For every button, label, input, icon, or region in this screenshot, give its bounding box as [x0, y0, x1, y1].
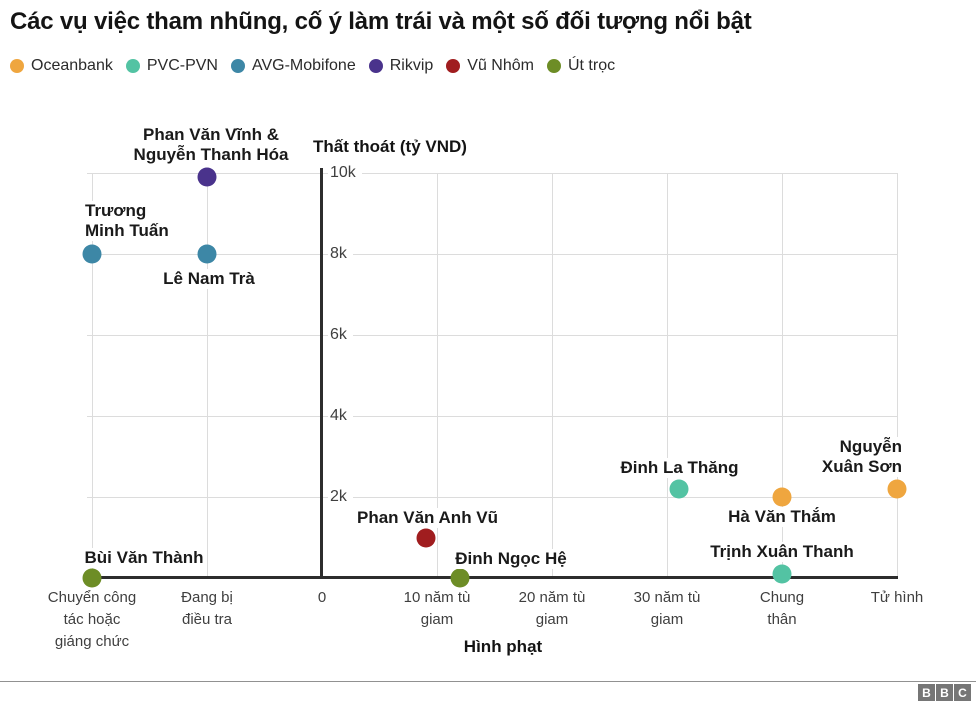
gridline-horizontal	[87, 496, 898, 498]
point-label: Đinh La Thăng	[617, 457, 742, 478]
legend-label: Rikvip	[389, 57, 434, 74]
x-tick-label: Tử hình	[870, 589, 924, 606]
point-label: Đinh Ngọc Hệ	[452, 549, 570, 569]
y-axis-line	[320, 168, 323, 578]
y-tick-label: 4k	[328, 406, 353, 426]
data-point-5	[772, 487, 792, 507]
legend-dot-icon	[368, 59, 383, 73]
point-label: Hà Văn Thắm	[725, 507, 839, 527]
point-label: Trương Minh Tuấn	[82, 201, 172, 241]
point-label: Phan Văn Anh Vũ	[353, 507, 502, 528]
x-axis-title: Hình phạt	[463, 637, 543, 656]
legend-label: Vũ Nhôm	[467, 57, 534, 74]
y-tick-label: 10k	[328, 163, 362, 183]
x-axis-line	[87, 576, 898, 579]
legend-dot-icon	[125, 59, 140, 73]
legend-label: Oceanbank	[31, 57, 113, 74]
gridline-horizontal	[87, 334, 898, 336]
x-tick-label: 10 năm tù giam	[403, 589, 471, 628]
point-label: Lê Nam Trà	[160, 269, 258, 289]
data-point-6	[416, 528, 435, 547]
point-label: Trịnh Xuân Thanh	[707, 541, 857, 562]
legend-label: PVC-PVN	[146, 57, 218, 74]
data-point-8	[772, 564, 792, 584]
y-tick-label: 2k	[328, 487, 353, 507]
x-tick-label: Chuyển công tác hoặc giáng chức	[47, 589, 137, 650]
legend-item: PVC-PVN	[125, 57, 218, 75]
gridline-horizontal	[87, 172, 898, 174]
bbc-logo-letter: C	[954, 684, 971, 701]
data-point-2	[197, 244, 217, 264]
legend-label: Út trọc	[567, 57, 616, 74]
data-point-7	[450, 568, 470, 588]
gridline-vertical	[781, 173, 783, 578]
x-tick-label: Đang bị điều tra	[181, 589, 233, 628]
legend-dot-icon	[446, 59, 461, 73]
gridline-vertical	[91, 173, 93, 578]
x-tick-label: 30 năm tù giam	[633, 589, 701, 628]
y-axis-title: Thất thoát (tỷ VND)	[313, 137, 467, 156]
data-point-3	[669, 479, 688, 499]
legend-item: Oceanbank	[10, 57, 113, 75]
bbc-logo-letter: B	[936, 684, 953, 701]
point-label: Phan Văn Vĩnh & Nguyễn Thanh Hóa	[130, 125, 292, 166]
gridline-vertical	[666, 173, 668, 578]
x-tick-label: 0	[317, 589, 327, 606]
data-point-1	[82, 244, 102, 264]
data-point-0	[197, 167, 217, 187]
legend-item: Vũ Nhôm	[446, 57, 534, 75]
chart-title: Các vụ việc tham nhũng, cố ý làm trái và…	[10, 8, 752, 35]
gridline-vertical	[551, 173, 553, 578]
gridline-horizontal	[87, 415, 898, 417]
legend: Oceanbank PVC-PVN AVG-Mobifone Rikvip Vũ Nhô…	[10, 57, 615, 75]
legend-dot-icon	[230, 59, 245, 73]
x-tick-label: 20 năm tù giam	[518, 589, 586, 628]
legend-item: AVG-Mobifone	[230, 57, 356, 75]
gridline-vertical	[436, 173, 438, 578]
data-point-9	[82, 568, 102, 588]
bbc-logo-letter: B	[918, 684, 935, 701]
y-tick-label: 8k	[328, 244, 353, 264]
legend-item: Út trọc	[546, 57, 616, 75]
point-label: Bùi Văn Thành	[81, 548, 207, 568]
footer-divider	[0, 681, 976, 682]
gridline-vertical	[206, 173, 208, 578]
gridline-horizontal	[87, 253, 898, 255]
legend-dot-icon	[546, 59, 561, 73]
x-tick-label: Chung thân	[759, 589, 805, 628]
gridline-vertical	[896, 173, 898, 578]
legend-label: AVG-Mobifone	[251, 57, 356, 74]
legend-item: Rikvip	[368, 57, 434, 75]
data-point-4	[887, 479, 907, 499]
point-label: Nguyễn Xuân Sơn	[818, 436, 905, 477]
y-tick-label: 6k	[328, 325, 353, 345]
legend-dot-icon	[10, 59, 24, 73]
